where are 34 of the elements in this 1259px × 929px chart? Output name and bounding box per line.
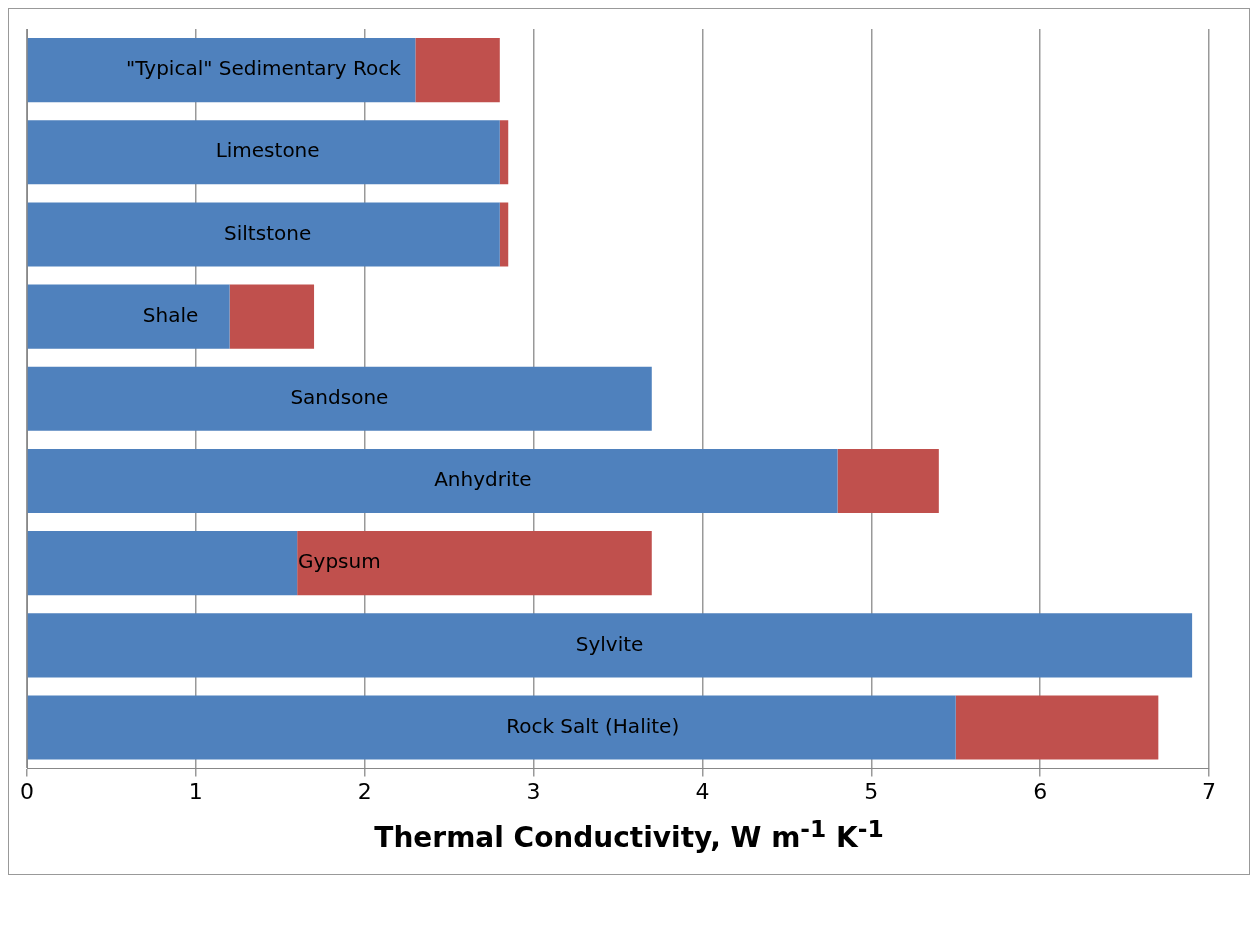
bar <box>27 448 838 514</box>
x-tick-label: 3 <box>526 778 541 804</box>
y-tick-label: "Typical" Sedimentary Rock <box>126 56 402 81</box>
x-tick-label: 4 <box>695 778 710 804</box>
x-tick-label: 6 <box>1033 778 1048 804</box>
x-tick-label: 5 <box>864 778 879 804</box>
y-tick-label: Limestone <box>215 138 320 163</box>
bar <box>27 202 500 267</box>
bar <box>297 531 652 596</box>
y-tick-label: Anhydrite <box>434 467 532 492</box>
x-tick-label: 1 <box>188 778 203 804</box>
y-tick-label: Gypsum <box>298 549 381 574</box>
bar <box>27 366 652 431</box>
y-tick-label: Shale <box>142 302 199 327</box>
bar <box>27 284 230 349</box>
bar <box>27 695 956 760</box>
bar <box>499 202 509 267</box>
x-tick-label: 2 <box>357 778 372 804</box>
y-tick-label: Sandsone <box>290 385 389 409</box>
bar <box>955 695 1159 760</box>
bar <box>229 284 315 349</box>
bar <box>415 38 500 103</box>
bar <box>27 613 1193 678</box>
bar <box>27 38 416 103</box>
x-tick-label: 7 <box>1202 778 1216 804</box>
bar <box>27 531 298 596</box>
y-tick-label: Siltstone <box>224 220 312 245</box>
x-axis-title: Thermal Conductivity, W m$^{-1}$ K$^{-1}$ <box>373 814 885 857</box>
x-tick-label: 0 <box>20 778 34 804</box>
bar <box>837 448 939 514</box>
bar <box>27 120 500 185</box>
bar <box>499 120 509 185</box>
y-tick-label: Sylvite <box>575 631 644 656</box>
y-tick-label: Rock Salt (Halite) <box>506 713 680 738</box>
